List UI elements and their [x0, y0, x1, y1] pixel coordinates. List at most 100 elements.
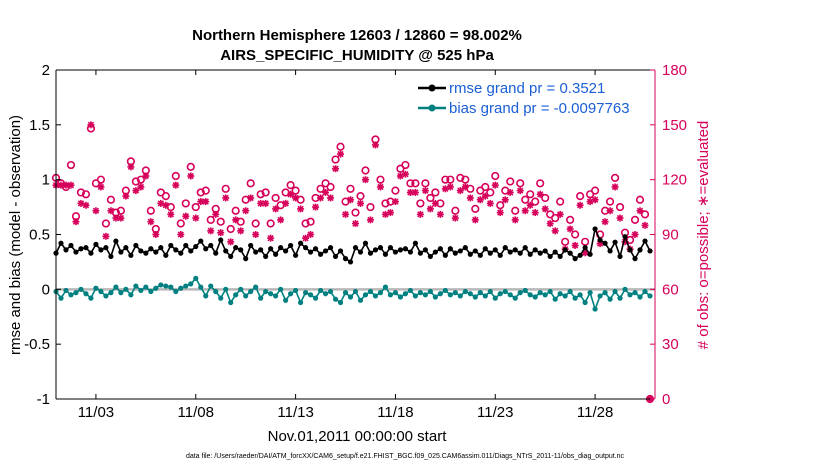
y-tick-label-left: -1 — [37, 391, 50, 408]
obs-evaluated-stroke — [517, 187, 524, 194]
obs-evaluated-stroke — [227, 238, 234, 245]
obs-possible-marker — [471, 204, 480, 214]
obs-evaluated-stroke — [297, 205, 304, 213]
obs-possible-marker — [556, 197, 565, 206]
obs-possible-marker — [481, 182, 490, 192]
y-tick-label-left: -0.5 — [24, 336, 50, 353]
obs-evaluated-stroke — [62, 181, 70, 189]
obs-possible-marker — [605, 197, 615, 206]
obs-evaluated-marker — [451, 214, 459, 222]
bias-point — [462, 288, 468, 295]
obs-possible-marker — [81, 190, 91, 199]
bias-point — [397, 294, 404, 300]
rmse-point — [402, 246, 409, 252]
obs-possible-marker — [286, 181, 295, 190]
rmse-point — [133, 242, 139, 249]
obs-evaluated-stroke — [636, 207, 644, 214]
y-axis-label-left: rmse and bias (model - observation) — [7, 115, 24, 355]
rmse-point — [327, 245, 334, 251]
rmse-point — [512, 247, 518, 253]
bias-point — [148, 288, 154, 295]
obs-evaluated-stroke — [492, 181, 499, 189]
rmse-point — [317, 251, 324, 257]
obs-evaluated-stroke — [187, 172, 194, 180]
obs-evaluated-stroke — [157, 200, 164, 207]
obs-possible-marker — [206, 215, 215, 224]
obs-evaluated-stroke — [352, 220, 359, 227]
chart-subtitle: AIRS_SPECIFIC_HUMIDITY @ 525 hPa — [220, 47, 494, 64]
rmse-point — [103, 245, 109, 251]
bias-point — [607, 296, 613, 302]
obs-evaluated-marker — [182, 212, 190, 220]
obs-evaluated-marker — [177, 231, 185, 238]
rmse-point — [248, 242, 254, 249]
rmse-point — [352, 245, 359, 251]
bias-point — [238, 286, 244, 292]
bias-point — [317, 287, 324, 294]
bias-point — [517, 290, 523, 296]
obs-evaluated-stroke — [631, 231, 639, 238]
rmse-point — [138, 248, 144, 254]
obs-possible-marker — [186, 162, 195, 171]
obs-possible-marker — [291, 186, 300, 195]
bias-point — [602, 290, 608, 296]
obs-evaluated-marker — [267, 234, 275, 242]
rmse-point — [617, 253, 623, 260]
obs-evaluated-stroke — [102, 233, 110, 240]
obs-evaluated-stroke — [591, 196, 599, 203]
rmse-point — [302, 245, 309, 251]
rmse-point — [557, 253, 563, 260]
obs-evaluated-stroke — [402, 171, 409, 178]
rmse-point — [612, 239, 618, 245]
obs-evaluated-marker — [217, 229, 225, 237]
obs-evaluated-marker — [242, 207, 250, 215]
obs-evaluated-marker — [212, 210, 220, 218]
rmse-point — [322, 248, 329, 254]
obs-evaluated-stroke — [512, 216, 519, 224]
obs-evaluated-stroke — [452, 214, 459, 222]
bias-point — [447, 292, 453, 298]
bias-point — [362, 292, 369, 298]
obs-evaluated-marker — [347, 196, 355, 204]
bias-point — [552, 296, 558, 302]
obs-evaluated-stroke — [462, 183, 469, 191]
obs-possible-marker — [236, 217, 245, 226]
obs-possible-marker — [391, 186, 400, 195]
bias-point — [138, 287, 144, 294]
obs-possible-marker — [376, 175, 385, 184]
obs-evaluated-marker — [616, 214, 624, 222]
obs-evaluated-marker — [361, 176, 369, 184]
obs-evaluated-marker — [436, 210, 444, 218]
obs-evaluated-marker — [127, 163, 135, 171]
obs-evaluated-stroke — [212, 211, 219, 218]
obs-possible-marker — [266, 219, 275, 228]
bias-point — [572, 295, 578, 301]
obs-evaluated-marker — [521, 207, 529, 215]
bias-point — [492, 295, 498, 301]
rmse-point — [382, 251, 389, 257]
obs-evaluated-stroke — [477, 196, 484, 203]
obs-evaluated-stroke — [427, 205, 434, 213]
bias-point — [457, 293, 463, 299]
obs-possible-marker — [106, 195, 116, 204]
bias-point — [557, 291, 563, 297]
obs-evaluated-stroke — [92, 207, 100, 214]
obs-evaluated-stroke — [202, 198, 209, 205]
obs-evaluated-stroke — [611, 183, 619, 191]
bias-point — [268, 291, 274, 297]
obs-evaluated-stroke — [487, 200, 494, 207]
obs-evaluated-stroke — [327, 194, 334, 202]
rmse-point — [437, 246, 443, 252]
rmse-point — [432, 249, 438, 255]
bias-point — [562, 293, 568, 299]
bias-point — [522, 287, 528, 294]
bias-point — [647, 293, 653, 299]
bias-point — [577, 292, 583, 298]
obs-possible-marker — [216, 217, 225, 226]
obs-possible-marker — [426, 193, 435, 203]
obs-evaluated-stroke — [197, 198, 204, 205]
bias-point — [218, 295, 224, 301]
obs-possible-marker — [346, 184, 355, 193]
obs-evaluated-marker — [97, 183, 105, 191]
obs-evaluated-stroke — [112, 214, 120, 222]
